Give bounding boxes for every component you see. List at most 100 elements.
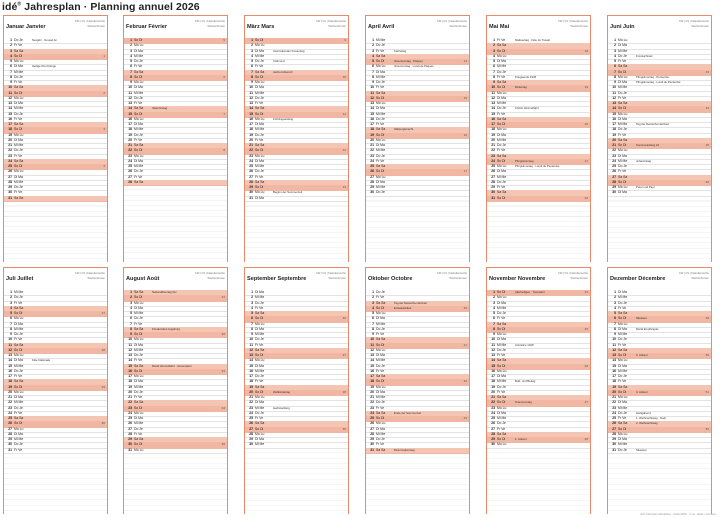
- day-row[interactable]: 28 Di Ma: [366, 180, 469, 186]
- day-row[interactable]: 1 So Di Allerheiligen · Toussaint 44: [487, 290, 590, 297]
- day-row[interactable]: 30 Mi Me: [608, 442, 711, 449]
- day-row[interactable]: 5 Mo Lu: [366, 311, 469, 318]
- day-row[interactable]: 15 Do Je: [4, 112, 107, 118]
- day-row[interactable]: 22 Do Je: [4, 148, 107, 155]
- day-row[interactable]: 8 Di Ma: [245, 327, 348, 333]
- day-row[interactable]: 1 Di Ma: [608, 290, 711, 297]
- day-row[interactable]: 22 Di Ma: [608, 400, 711, 407]
- day-row[interactable]: 26 So Di 30: [4, 421, 107, 428]
- day-row[interactable]: 27 Mi Me: [487, 175, 590, 181]
- day-row[interactable]: 7 Di Ma: [366, 70, 469, 76]
- day-row[interactable]: 25 Do Je: [608, 164, 711, 171]
- day-row[interactable]: 18 So Di 3: [4, 127, 107, 134]
- day-row[interactable]: 24 Mo Lu: [124, 411, 227, 417]
- day-row[interactable]: 8 Do Je: [4, 75, 107, 81]
- day-row[interactable]: 13 Di Ma: [4, 101, 107, 108]
- day-row[interactable]: 1 Do Je Neujahr · Nouvel An: [4, 38, 107, 45]
- day-row[interactable]: 23 Do Je: [4, 406, 107, 412]
- day-row[interactable]: 17 Do Je: [245, 374, 348, 381]
- day-row[interactable]: 9 Mi Me: [608, 332, 711, 339]
- day-row[interactable]: 6 Di Ma: [366, 316, 469, 323]
- day-row[interactable]: 27 Di Ma: [4, 175, 107, 181]
- day-row[interactable]: 7 Mo Lu: [608, 322, 711, 328]
- day-row[interactable]: 14 Di Ma: [366, 106, 469, 113]
- day-row[interactable]: 25 So Di 43: [366, 416, 469, 423]
- day-row[interactable]: 10 Do Je: [608, 337, 711, 344]
- day-row[interactable]: 10 Mi Me: [608, 85, 711, 92]
- day-row[interactable]: 12 Do Je: [487, 348, 590, 354]
- day-row[interactable]: 14 Mi Me: [4, 106, 107, 113]
- day-row[interactable]: 13 Mo Lu: [366, 101, 469, 108]
- day-row[interactable]: 7 So Di 23: [608, 69, 711, 76]
- day-row[interactable]: 25 Mi Me: [124, 164, 227, 171]
- day-row[interactable]: 4 Mi Me: [245, 54, 348, 60]
- day-row[interactable]: 14 So Di 24: [608, 106, 711, 113]
- day-row[interactable]: 27 Do Je: [124, 427, 227, 433]
- day-row[interactable]: 15 Mi Me: [4, 364, 107, 370]
- day-row[interactable]: 30 Do Je: [4, 442, 107, 449]
- day-row[interactable]: 4 So Di Erntedankfest 40: [366, 305, 469, 312]
- day-row[interactable]: 16 Do Je: [366, 117, 469, 123]
- day-row[interactable]: 23 Mo Lu: [245, 154, 348, 160]
- day-row[interactable]: 28 Mo Lu: [608, 432, 711, 438]
- day-row[interactable]: 15 So Di 11: [245, 111, 348, 118]
- day-row[interactable]: 15 Mo Lu: [608, 112, 711, 118]
- day-row[interactable]: 22 Mi Me: [4, 400, 107, 407]
- day-row[interactable]: 3 Di Ma Internationaler Frauentag: [245, 49, 348, 55]
- day-row[interactable]: 18 Mi Me: [124, 127, 227, 134]
- day-row[interactable]: 1 Do Je: [366, 290, 469, 297]
- day-row[interactable]: 21 Mo Lu: [245, 395, 348, 402]
- day-row[interactable]: 20 Mi Me: [487, 138, 590, 144]
- day-row[interactable]: 23 Mo Lu: [487, 406, 590, 412]
- day-row[interactable]: 2 Do Je: [4, 295, 107, 302]
- day-row[interactable]: 7 Mi Me: [366, 322, 469, 328]
- day-row[interactable]: 19 Do Je: [124, 133, 227, 139]
- day-row[interactable]: 15 Do Je: [366, 364, 469, 370]
- day-row[interactable]: 12 Do Je: [124, 96, 227, 102]
- day-row[interactable]: 6 Mo Lu Ostermontag · Lundi de Pâques: [366, 64, 469, 71]
- day-row[interactable]: 6 So Di 36: [245, 316, 348, 323]
- day-row[interactable]: 19 So Di 16: [366, 132, 469, 139]
- day-row[interactable]: 25 Mo Lu Pfingstmontag · Lundi de Pentecôt…: [487, 164, 590, 171]
- day-row[interactable]: 19 Di Ma: [487, 133, 590, 139]
- day-row[interactable]: 15 Di Ma: [245, 364, 348, 370]
- day-row[interactable]: 20 Di Ma: [4, 138, 107, 144]
- day-row[interactable]: 29 So Di 13: [245, 185, 348, 192]
- day-row[interactable]: 8 So Di 10: [245, 74, 348, 81]
- day-row[interactable]: 26 Do Je: [245, 169, 348, 176]
- day-row[interactable]: 8 Do Je: [366, 327, 469, 333]
- day-row[interactable]: 8 So Di 45: [487, 326, 590, 333]
- day-row[interactable]: 2 Mi Me: [608, 295, 711, 302]
- day-row[interactable]: 24 Di Ma: [245, 159, 348, 165]
- day-row[interactable]: 9 Do Je: [366, 80, 469, 87]
- day-row[interactable]: 28 Di Ma: [4, 432, 107, 438]
- day-row[interactable]: 19 Mo Lu: [4, 133, 107, 139]
- day-row[interactable]: 8 Mi Me: [4, 327, 107, 333]
- day-row[interactable]: 3 Do Je: [608, 301, 711, 307]
- day-row[interactable]: 11 So Di 41: [366, 342, 469, 349]
- day-row[interactable]: 12 So Di 15: [366, 95, 469, 102]
- day-row[interactable]: 4 Mo Lu: [487, 54, 590, 60]
- day-row[interactable]: 17 Do Je: [608, 374, 711, 381]
- day-row[interactable]: 10 Do Je: [245, 337, 348, 344]
- day-row[interactable]: 22 Mo Lu: [608, 148, 711, 155]
- day-row[interactable]: 24 Di Ma: [487, 411, 590, 417]
- day-row[interactable]: 27 So Di 52: [608, 426, 711, 433]
- day-row[interactable]: 5 Mo Lu: [4, 59, 107, 66]
- day-row[interactable]: 7 Do Je: [487, 70, 590, 76]
- day-row[interactable]: 16 Do Je: [4, 369, 107, 375]
- day-row[interactable]: 12 So Di 28: [4, 347, 107, 354]
- day-row[interactable]: 12 Di Ma: [487, 96, 590, 102]
- day-row[interactable]: 15 So Di 46: [487, 363, 590, 370]
- day-row[interactable]: 2 So Di 31: [124, 295, 227, 302]
- day-row[interactable]: 17 Di Ma: [245, 122, 348, 129]
- day-row[interactable]: 12 Mi Me: [124, 348, 227, 354]
- day-row[interactable]: 20 Do Je: [124, 390, 227, 396]
- day-row[interactable]: 1 So Di 9: [245, 38, 348, 45]
- day-row[interactable]: 6 Do Je: [124, 316, 227, 323]
- day-row[interactable]: 9 Mo Lu: [487, 332, 590, 339]
- day-row[interactable]: 18 Di Ma: [124, 379, 227, 386]
- day-row[interactable]: 21 Do Je: [487, 143, 590, 150]
- day-row[interactable]: 25 So Di 4: [4, 164, 107, 171]
- day-row[interactable]: 27 So Di 39: [245, 426, 348, 433]
